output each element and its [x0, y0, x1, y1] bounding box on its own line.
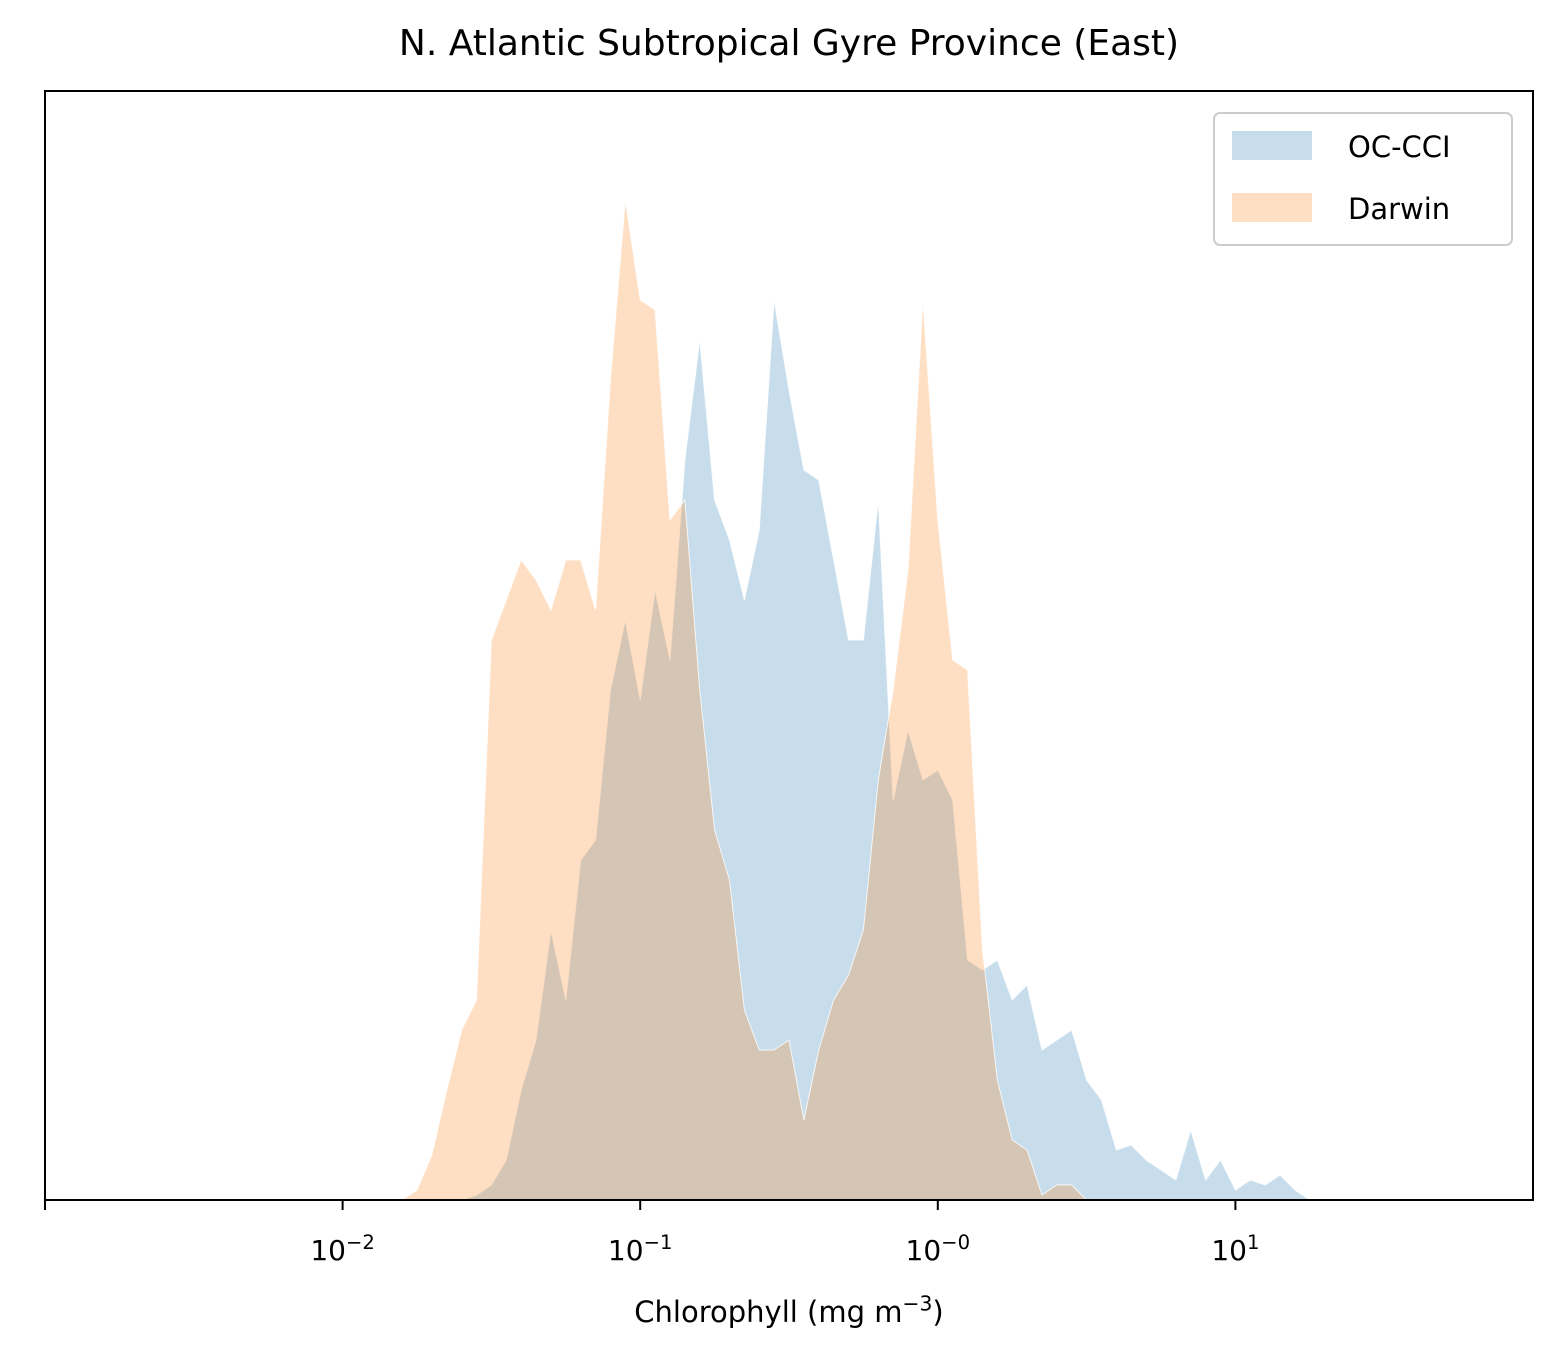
x-axis-label: Chlorophyll (mg m−3): [634, 1291, 943, 1329]
x-tick-label: 10−1: [608, 1231, 673, 1267]
legend-swatch: [1232, 193, 1312, 222]
legend-swatch: [1232, 131, 1312, 160]
x-tick-label: 10−2: [310, 1231, 375, 1267]
legend-label: Darwin: [1348, 192, 1450, 226]
plot-frame: [44, 90, 1534, 1201]
legend-box: [1213, 112, 1513, 246]
x-tick-label: 101: [1211, 1231, 1259, 1267]
legend-label: OC-CCI: [1348, 130, 1451, 164]
chart-title: N. Atlantic Subtropical Gyre Province (E…: [399, 23, 1179, 64]
area-series: [387, 299, 1312, 1201]
x-tick-label: 10−0: [906, 1231, 971, 1267]
